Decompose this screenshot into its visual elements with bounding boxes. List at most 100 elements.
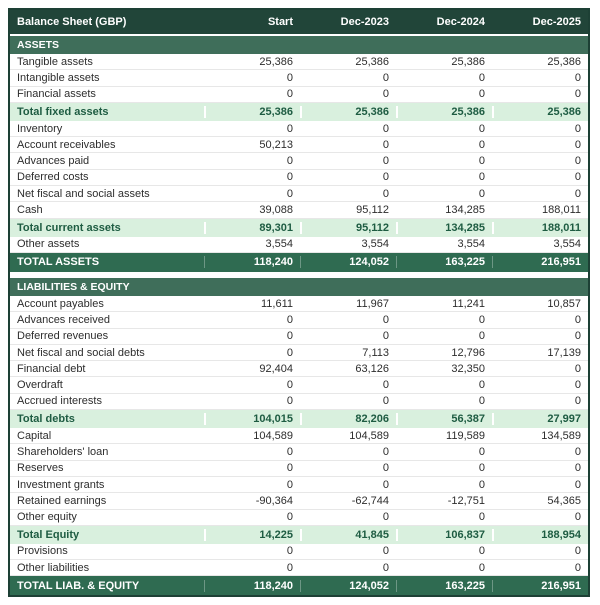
subtotal-row: Total fixed assets 25,386 25,386 25,386 25,3… [10, 102, 588, 121]
value-cell: 95,112 [356, 204, 389, 217]
table-row: Deferred costs 0 0 0 0 [10, 169, 588, 187]
value-cell: 106,837 [396, 528, 492, 541]
value-cell: 0 [478, 138, 485, 151]
value-cell: -90,364 [255, 494, 293, 507]
value-cell: 104,015 [204, 413, 300, 426]
value-cell: 95,112 [300, 221, 396, 234]
subtotal-row: Total current assets 89,301 95,112 134,285 1… [10, 218, 588, 237]
value-cell: 0 [478, 395, 485, 408]
row-label: Financial assets [17, 88, 96, 101]
value-cell: 0 [478, 445, 485, 458]
value-cell: 0 [478, 330, 485, 343]
row-label: Other assets [17, 238, 80, 251]
value-cell: 25,386 [396, 105, 492, 118]
value-cell: 3,554 [361, 238, 389, 251]
value-cell: 124,052 [300, 256, 396, 269]
value-cell: 0 [382, 122, 389, 135]
row-label: Accrued interests [17, 395, 102, 408]
value-cell: 14,225 [204, 528, 300, 541]
value-cell: 0 [286, 71, 293, 84]
value-cell: 134,589 [541, 429, 581, 442]
row-label: Advances received [17, 313, 110, 326]
table-row: Other equity 0 0 0 0 [10, 509, 588, 526]
value-cell: 0 [574, 511, 581, 524]
value-cell: 25,386 [259, 55, 293, 68]
value-cell: 3,554 [457, 238, 485, 251]
value-cell: 0 [574, 313, 581, 326]
row-label: TOTAL ASSETS [17, 256, 100, 269]
value-cell: 32,350 [451, 362, 485, 375]
value-cell: 0 [574, 187, 581, 200]
value-cell: 0 [286, 395, 293, 408]
value-cell: 0 [286, 462, 293, 475]
value-cell: 0 [286, 511, 293, 524]
value-cell: 188,011 [542, 204, 581, 217]
value-cell: 0 [382, 88, 389, 101]
value-cell: 0 [286, 88, 293, 101]
value-cell: 0 [286, 379, 293, 392]
value-cell: 0 [574, 379, 581, 392]
value-cell: 0 [478, 171, 485, 184]
table-body: ASSETS Tangible assets 25,386 25,386 25,386 2… [10, 36, 588, 596]
value-cell: 0 [478, 122, 485, 135]
row-label: Deferred costs [17, 171, 89, 184]
row-label: Net fiscal and social assets [17, 187, 150, 200]
table-row: Investment grants 0 0 0 0 [10, 476, 588, 494]
value-cell: 3,554 [265, 238, 293, 251]
column-header-start: Start [267, 16, 293, 28]
row-label: Net fiscal and social debts [17, 346, 145, 359]
value-cell: 63,126 [355, 362, 389, 375]
table-row: Account receivables 50,213 0 0 0 [10, 137, 588, 154]
row-label: Deferred revenues [17, 330, 109, 343]
value-cell: 92,404 [259, 362, 293, 375]
value-cell: 0 [382, 478, 389, 491]
value-cell: 134,285 [445, 204, 485, 217]
value-cell: 188,954 [492, 528, 588, 541]
row-label: Account receivables [17, 138, 116, 151]
value-cell: 0 [574, 171, 581, 184]
table-row: Net fiscal and social debts 0 7,113 12,796 1… [10, 344, 588, 362]
value-cell: 0 [286, 545, 293, 558]
value-cell: 0 [382, 395, 389, 408]
value-cell: 0 [286, 346, 293, 359]
value-cell: 0 [478, 88, 485, 101]
value-cell: 0 [574, 462, 581, 475]
value-cell: 0 [382, 187, 389, 200]
row-label: Retained earnings [17, 494, 107, 507]
value-cell: 0 [478, 313, 485, 326]
row-label: Investment grants [17, 478, 105, 491]
value-cell: 0 [382, 171, 389, 184]
value-cell: 0 [574, 330, 581, 343]
value-cell: 0 [382, 561, 389, 574]
value-cell: 118,240 [204, 579, 300, 592]
table-row: Intangible assets 0 0 0 0 [10, 70, 588, 87]
row-label: Intangible assets [17, 71, 100, 84]
value-cell: 11,241 [452, 297, 485, 310]
row-label: Total fixed assets [17, 105, 109, 118]
value-cell: 0 [574, 138, 581, 151]
table-title: Balance Sheet (GBP) [17, 16, 127, 28]
column-header-dec-2023: Dec-2023 [340, 16, 389, 28]
value-cell: 0 [478, 71, 485, 84]
value-cell: 163,225 [396, 579, 492, 592]
value-cell: 0 [382, 71, 389, 84]
value-cell: 118,240 [204, 256, 300, 269]
subtotal-row: Total debts 104,015 82,206 56,387 27,997 [10, 410, 588, 429]
value-cell: 39,088 [259, 204, 293, 217]
row-label: Provisions [17, 545, 68, 558]
value-cell: 0 [286, 478, 293, 491]
table-header-row: Balance Sheet (GBP) Start Dec-2023 Dec-202… [10, 10, 588, 36]
value-cell: 54,365 [547, 494, 581, 507]
section-gap [10, 271, 588, 278]
value-cell: 0 [574, 545, 581, 558]
value-cell: 0 [286, 171, 293, 184]
value-cell: 104,589 [253, 429, 293, 442]
value-cell: 0 [478, 187, 485, 200]
row-label: Overdraft [17, 379, 63, 392]
value-cell: 0 [574, 71, 581, 84]
value-cell: 25,386 [355, 55, 389, 68]
row-label: Other liabilities [17, 561, 90, 574]
subtotal-row: Total Equity 14,225 41,845 106,837 188,954 [10, 525, 588, 544]
table-row: Inventory 0 0 0 0 [10, 120, 588, 138]
row-label: Financial debt [17, 362, 86, 375]
